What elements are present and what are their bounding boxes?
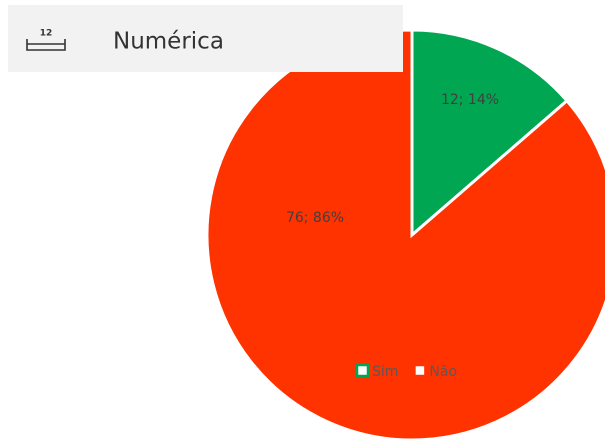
legend-swatch: [413, 363, 427, 378]
legend-label: Sim: [372, 364, 398, 380]
legend-swatch: [355, 363, 370, 378]
legend-label: Não: [429, 364, 457, 380]
pie-chart: 12; 14% 76; 86% Sim Não: [205, 28, 605, 440]
data-label: 12; 14%: [441, 92, 499, 108]
icon-text: 12: [40, 29, 53, 39]
menu-item[interactable]: 12 Numérica: [8, 5, 403, 72]
pie-slice: [410, 28, 570, 239]
data-label: 76; 86%: [286, 210, 344, 226]
menu-label: Numérica: [113, 29, 224, 55]
pie-slice: [205, 28, 605, 440]
numeric-icon: [26, 39, 66, 51]
menu-item-background: [8, 5, 403, 72]
